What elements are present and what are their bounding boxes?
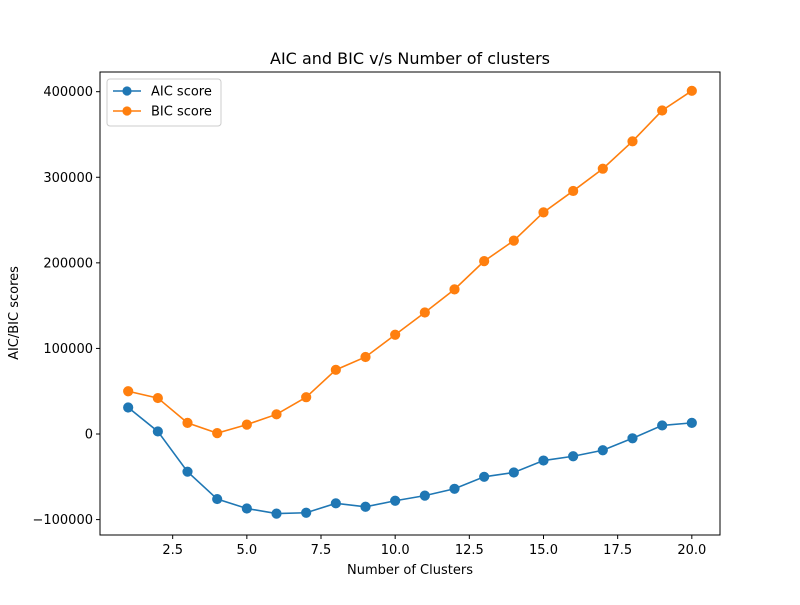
data-point <box>508 467 519 478</box>
y-axis-title: AIC/BIC scores <box>7 266 22 360</box>
legend-label: AIC score <box>151 85 212 100</box>
data-point <box>241 419 252 430</box>
data-point <box>301 507 312 518</box>
data-point <box>449 284 460 295</box>
data-point <box>212 493 223 505</box>
data-point <box>330 364 341 375</box>
data-point <box>449 483 460 494</box>
data-point <box>390 329 401 340</box>
x-tick-label: 20.0 <box>677 543 706 558</box>
x-tick-label: 17.5 <box>603 543 632 558</box>
data-point <box>182 417 193 428</box>
data-point <box>330 498 341 509</box>
data-point <box>360 351 371 363</box>
data-point <box>419 307 430 318</box>
data-point <box>686 85 697 96</box>
x-tick-label: 10.0 <box>381 543 410 558</box>
legend-label: BIC score <box>151 105 212 120</box>
x-tick-label: 12.5 <box>455 543 484 558</box>
data-point <box>657 105 668 116</box>
data-point <box>479 256 490 267</box>
data-point <box>657 420 668 431</box>
data-point <box>271 508 282 519</box>
data-point <box>597 163 608 174</box>
series-line-2 <box>128 90 693 434</box>
x-tick-label: 15.0 <box>529 543 558 558</box>
data-point <box>419 490 430 501</box>
data-point <box>360 501 371 512</box>
data-point <box>390 495 401 506</box>
x-tick-label: 7.5 <box>311 543 332 558</box>
data-point <box>271 409 282 420</box>
y-tick-label: 100000 <box>43 342 93 357</box>
data-point <box>123 402 134 413</box>
y-tick-label: 200000 <box>43 256 93 271</box>
data-point <box>597 445 608 456</box>
data-point <box>182 466 193 477</box>
legend-swatch-marker <box>122 86 132 96</box>
data-point <box>152 392 163 404</box>
data-point <box>508 235 519 246</box>
data-point <box>627 136 638 147</box>
y-tick-label: 300000 <box>43 171 93 186</box>
data-point <box>241 503 252 514</box>
axes-frame <box>99 71 721 536</box>
chart-title: AIC and BIC v/s Number of clusters <box>270 49 550 68</box>
x-axis-title: Number of Clusters <box>347 563 473 578</box>
data-point <box>212 428 223 439</box>
data-point <box>568 185 579 197</box>
legend: AIC score BIC score <box>106 78 222 127</box>
plot-area <box>123 85 697 519</box>
axes: 2.5 5.0 7.5 10.0 12.5 15.0 17.5 20.0 −100000 0 100… <box>32 71 721 558</box>
y-tick-label: 400000 <box>43 85 93 100</box>
x-tick-label: 2.5 <box>162 543 183 558</box>
y-tick-label: 0 <box>85 428 93 443</box>
data-point <box>538 455 549 466</box>
x-tick-label: 5.0 <box>236 543 257 558</box>
data-point <box>152 426 163 437</box>
data-point <box>123 386 134 397</box>
data-point <box>538 207 549 218</box>
data-point <box>627 433 638 444</box>
data-point <box>479 471 490 482</box>
y-tick-label: −100000 <box>32 513 93 528</box>
data-point <box>301 392 312 403</box>
data-point <box>686 417 697 428</box>
legend-swatch-marker <box>122 106 132 116</box>
data-point <box>568 451 579 462</box>
